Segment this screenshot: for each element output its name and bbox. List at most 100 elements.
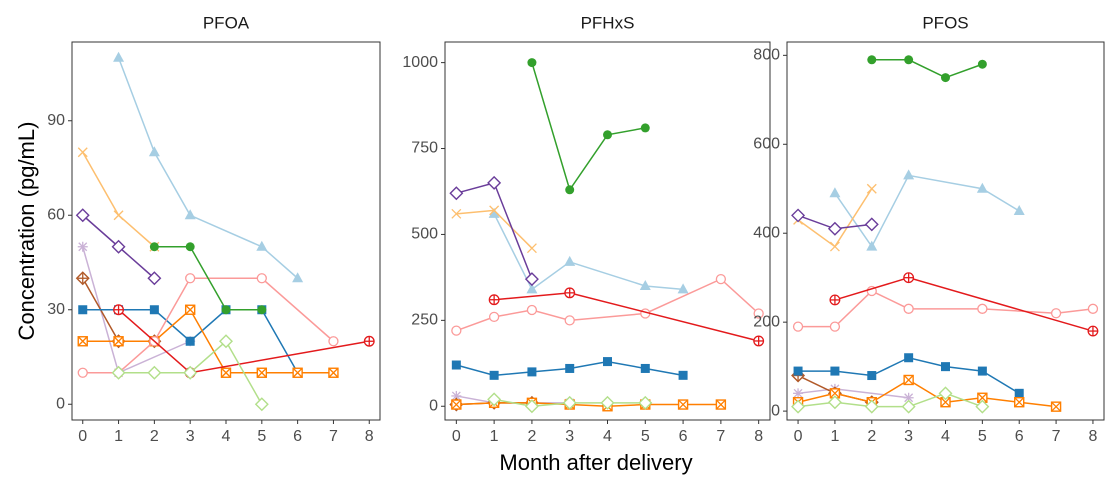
y-tick-label: 60 bbox=[47, 206, 65, 223]
marker-part bbox=[638, 395, 653, 410]
marker bbox=[1087, 303, 1099, 314]
marker bbox=[451, 399, 462, 410]
x-tick-label: 8 bbox=[365, 428, 374, 445]
series-line bbox=[493, 213, 684, 291]
x-tick-label: 5 bbox=[641, 428, 650, 445]
marker bbox=[527, 367, 537, 377]
series-line bbox=[834, 174, 1020, 249]
marker bbox=[451, 325, 462, 336]
x-tick-label: 3 bbox=[186, 428, 195, 445]
marker bbox=[113, 336, 124, 347]
x-tick-label: 3 bbox=[565, 428, 574, 445]
x-tick-label: 7 bbox=[329, 428, 338, 445]
marker bbox=[793, 366, 803, 376]
marker-part bbox=[829, 187, 841, 198]
marker bbox=[147, 365, 162, 380]
marker bbox=[827, 395, 842, 410]
x-tick-label: 4 bbox=[222, 428, 231, 445]
marker-part bbox=[830, 366, 840, 376]
marker bbox=[941, 362, 950, 372]
marker-part bbox=[793, 366, 803, 376]
marker-part bbox=[113, 51, 125, 62]
marker bbox=[753, 308, 764, 319]
marker-part bbox=[449, 186, 464, 201]
y-tick-label: 30 bbox=[47, 301, 65, 318]
marker-part bbox=[940, 397, 951, 408]
marker bbox=[257, 305, 267, 315]
marker-part bbox=[867, 371, 877, 381]
marker-part bbox=[257, 305, 267, 315]
marker bbox=[903, 169, 915, 180]
marker-part bbox=[903, 169, 915, 180]
marker-part bbox=[977, 303, 988, 314]
marker bbox=[864, 217, 879, 232]
marker bbox=[791, 208, 806, 223]
x-tick-label: 0 bbox=[794, 428, 803, 445]
marker bbox=[867, 371, 877, 381]
marker-part bbox=[678, 399, 689, 410]
series-line bbox=[797, 379, 1057, 408]
marker bbox=[564, 255, 576, 266]
marker bbox=[487, 175, 502, 190]
marker bbox=[901, 399, 916, 414]
marker-part bbox=[640, 123, 650, 133]
marker bbox=[600, 395, 615, 410]
marker bbox=[603, 357, 612, 367]
marker-part bbox=[254, 397, 269, 412]
marker bbox=[78, 305, 88, 315]
marker-part bbox=[219, 334, 233, 349]
marker-part bbox=[640, 363, 650, 373]
x-tick-label: 2 bbox=[527, 428, 536, 445]
x-tick-label: 4 bbox=[603, 428, 612, 445]
marker bbox=[904, 353, 914, 363]
marker bbox=[77, 367, 88, 378]
x-tick-label: 1 bbox=[114, 428, 123, 445]
y-axis-label: Concentration (pg/mL) bbox=[14, 122, 39, 341]
marker-part bbox=[77, 336, 88, 347]
marker-part bbox=[489, 370, 499, 380]
marker-part bbox=[904, 55, 914, 65]
x-tick-label: 8 bbox=[754, 428, 763, 445]
marker-part bbox=[185, 336, 195, 346]
marker-part bbox=[526, 304, 538, 316]
series-line bbox=[798, 290, 1094, 328]
marker bbox=[715, 399, 727, 410]
marker-part bbox=[524, 272, 539, 287]
series-line bbox=[456, 402, 721, 408]
marker bbox=[830, 366, 840, 376]
marker-part bbox=[677, 283, 689, 294]
marker-part bbox=[527, 367, 537, 377]
marker bbox=[977, 59, 987, 69]
y-tick-label: 250 bbox=[411, 312, 438, 329]
marker bbox=[292, 367, 303, 378]
y-tick-label: 0 bbox=[771, 402, 780, 419]
marker-part bbox=[866, 183, 877, 194]
marker-part bbox=[148, 146, 160, 157]
marker-part bbox=[328, 336, 339, 347]
marker bbox=[219, 334, 233, 349]
marker-part bbox=[829, 241, 840, 252]
marker bbox=[363, 335, 375, 347]
marker-part bbox=[147, 365, 162, 380]
marker bbox=[903, 303, 914, 314]
marker-part bbox=[524, 399, 539, 414]
marker bbox=[1014, 397, 1025, 408]
marker-part bbox=[600, 395, 615, 410]
marker-part bbox=[829, 388, 840, 399]
marker-part bbox=[487, 392, 502, 407]
series-line bbox=[456, 278, 760, 332]
marker-part bbox=[77, 147, 88, 158]
marker-part bbox=[791, 399, 806, 414]
marker-part bbox=[791, 208, 806, 223]
marker-part bbox=[113, 210, 124, 221]
marker bbox=[639, 279, 651, 290]
marker bbox=[113, 304, 125, 316]
marker-part bbox=[1087, 303, 1099, 314]
x-tick-label: 7 bbox=[1052, 428, 1061, 445]
marker-part bbox=[111, 365, 126, 380]
marker-part bbox=[1014, 388, 1024, 398]
marker bbox=[829, 294, 841, 306]
marker bbox=[976, 182, 988, 193]
marker bbox=[1050, 401, 1062, 412]
